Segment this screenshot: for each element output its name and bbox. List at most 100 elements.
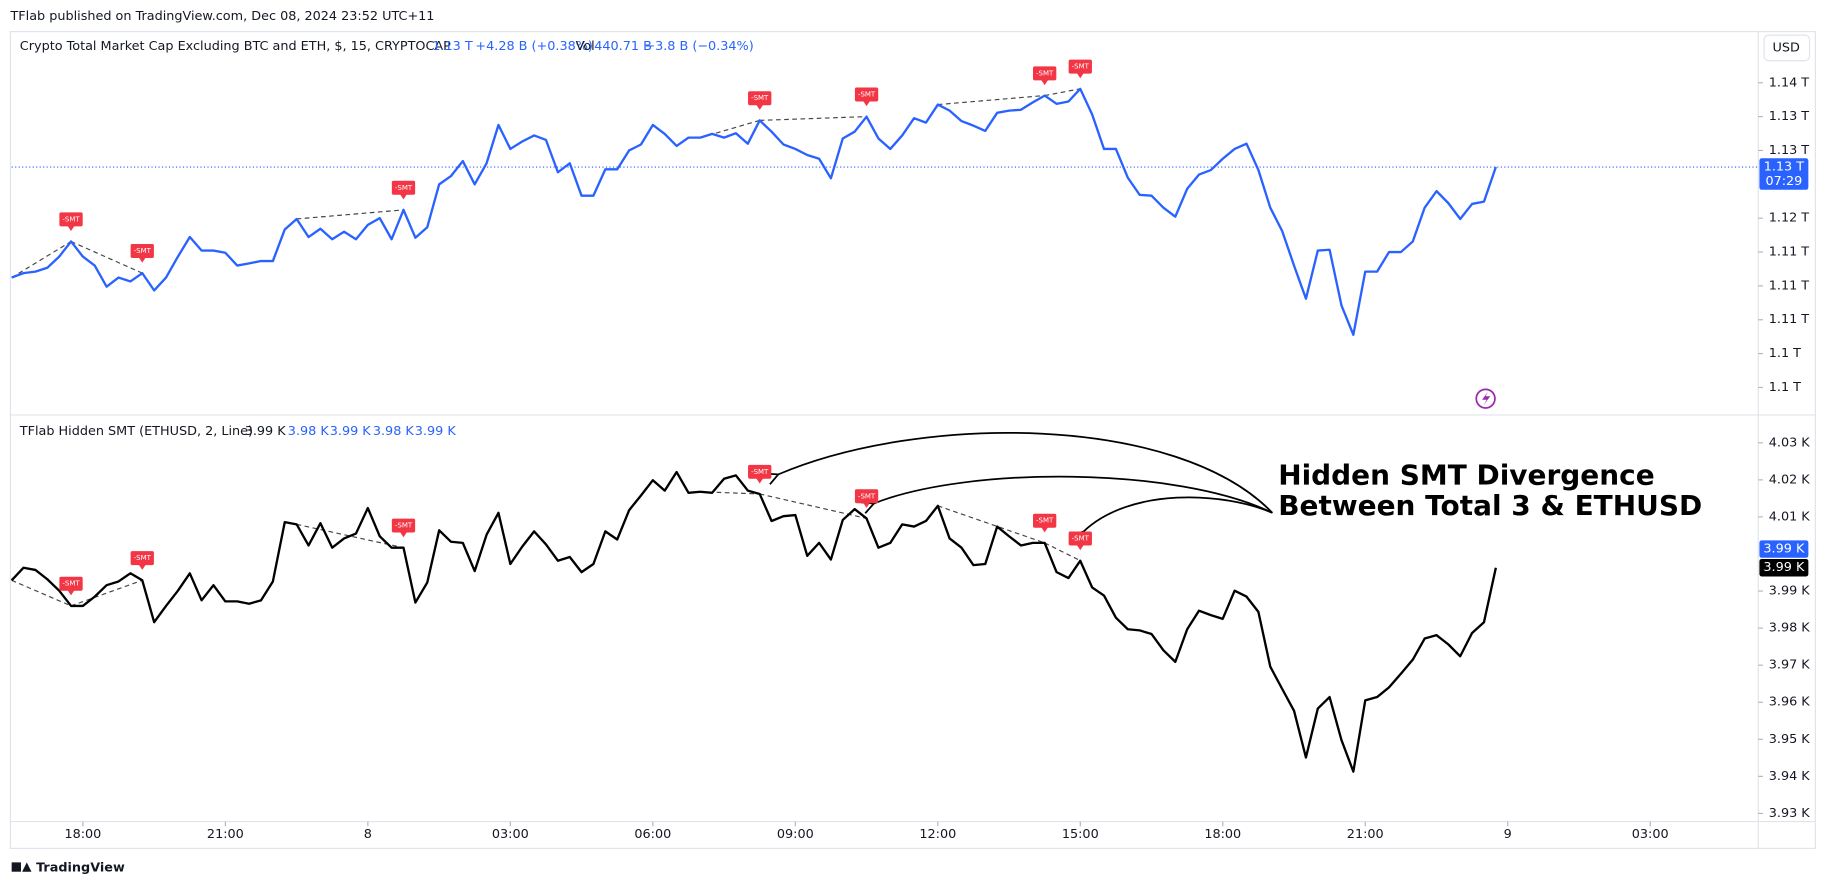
bolt-icon[interactable] [1475, 388, 1496, 409]
price-label-box [1759, 558, 1809, 577]
countdown: 07:29 [1765, 174, 1802, 189]
smt-box [854, 87, 879, 102]
smt-box [748, 464, 772, 479]
legend-value: 3.99 K [245, 424, 287, 439]
legend-value: 3.98 K [288, 424, 330, 439]
smt-pointer [138, 257, 146, 263]
smt-box [130, 243, 154, 258]
smt-marker: -SMT [130, 243, 154, 263]
smt-box [748, 91, 772, 106]
logo-block [11, 862, 21, 872]
y-tick-label: 1.1 T [1769, 346, 1801, 361]
chart-frame [9, 31, 1816, 849]
annotation-arrows [778, 432, 1274, 532]
y-tick-label: 1.11 T [1769, 312, 1810, 327]
legend-value: 1.13 T [432, 39, 473, 54]
smt-marker: -SMT [1068, 59, 1092, 79]
smt-marker: -SMT [1033, 66, 1057, 86]
x-tick-label: 09:00 [777, 827, 814, 842]
y-tick-label: 1.13 T [1769, 143, 1810, 158]
x-tick-label: 03:00 [1632, 827, 1669, 842]
price-label: 3.99 K [1763, 542, 1805, 557]
x-tick-label: 18:00 [1204, 827, 1241, 842]
smt-label: -SMT [1072, 63, 1090, 71]
footer-brand: TradingView [36, 861, 125, 876]
x-tick-label: 21:00 [207, 827, 244, 842]
smt-marker: -SMT [1068, 531, 1092, 551]
y-tick-label: 4.01 K [1769, 509, 1811, 524]
arrow [778, 432, 1274, 514]
y-tick-label: 3.95 K [1769, 732, 1811, 747]
smt-pointer [1076, 73, 1084, 79]
price-line-series [11, 87, 1497, 336]
smt-marker: -SMT [748, 464, 772, 484]
smt-label: -SMT [1072, 535, 1090, 543]
smt-pointer [67, 590, 75, 596]
y-tick-label: 1.14 T [1769, 75, 1810, 90]
smt-pointer [863, 100, 871, 107]
smt-label: -SMT [62, 215, 80, 223]
smt-pointer [399, 531, 407, 538]
price-line-series [10, 470, 1497, 773]
annotation-text: Hidden SMT Divergence [1278, 459, 1654, 492]
y-tick-label: 4.03 K [1769, 435, 1811, 450]
smt-label: -SMT [858, 90, 876, 98]
bolt[interactable] [1482, 391, 1491, 406]
smt-pointer [399, 194, 407, 200]
smt-label: -SMT [751, 94, 769, 102]
logo-shape [22, 862, 32, 872]
smt-box [59, 212, 83, 227]
smt-box [1033, 513, 1057, 528]
smt-pointer [1041, 79, 1049, 86]
x-tick-label: 15:00 [1062, 827, 1099, 842]
volume-value: −3.8 B (−0.34%) [644, 39, 753, 54]
y-tick-label: 1.1 T [1769, 380, 1801, 395]
currency[interactable]: USD [1773, 40, 1800, 55]
smt-marker: -SMT [59, 212, 83, 232]
divergence-line [759, 116, 867, 121]
divergence-line [11, 579, 72, 607]
annotation-text: Between Total 3 & ETHUSD [1278, 489, 1702, 522]
legend-value: 3.99 K [415, 424, 457, 439]
smt-marker: -SMT [854, 87, 879, 107]
smt-marker: -SMT [391, 518, 416, 538]
smt-pointer [1076, 544, 1084, 551]
y-tick-label: 1.11 T [1769, 278, 1810, 293]
y-tick-label: 1.13 T [1769, 109, 1810, 124]
divergence-line [1044, 542, 1081, 562]
divergence-line [11, 241, 72, 279]
currency-button[interactable] [1763, 34, 1811, 62]
footer-logo [11, 862, 32, 872]
price-label: 1.13 T [1764, 160, 1805, 175]
smt-pointer [138, 564, 146, 570]
y-tick-label: 1.11 T [1769, 245, 1810, 260]
x-tick-label: 12:00 [919, 827, 956, 842]
arrow [1084, 496, 1273, 531]
smt-box [391, 518, 416, 533]
y-tick-label: 1.12 T [1769, 211, 1810, 226]
divergence-line [70, 579, 143, 607]
published-note: TFlab published on TradingView.com, Dec … [9, 9, 434, 24]
divergence-line [937, 94, 1045, 106]
smt-pointer [863, 502, 871, 508]
volume-value: 440.71 B [594, 39, 652, 54]
pane-title: TFlab Hidden SMT (ETHUSD, 2, Line) [19, 424, 253, 439]
smt-label: -SMT [395, 184, 413, 192]
smt-marker: -SMT [391, 180, 416, 200]
smt-label: -SMT [751, 468, 769, 476]
smt-marker: -SMT [748, 91, 772, 110]
y-tick-label: 3.99 K [1769, 584, 1811, 599]
y-tick-label: 3.98 K [1769, 621, 1811, 636]
smt-box [854, 489, 879, 504]
smt-label: -SMT [1036, 69, 1054, 77]
volume-label: Vol [576, 39, 595, 54]
divergence-line [759, 493, 867, 519]
divergence-line [296, 523, 404, 549]
smt-label: -SMT [134, 554, 152, 562]
smt-pointer [756, 478, 764, 484]
smt-pointer [67, 225, 75, 232]
price-label: 3.99 K [1763, 560, 1805, 575]
bolt-circle[interactable] [1475, 388, 1496, 409]
smt-pointer [1041, 527, 1049, 533]
